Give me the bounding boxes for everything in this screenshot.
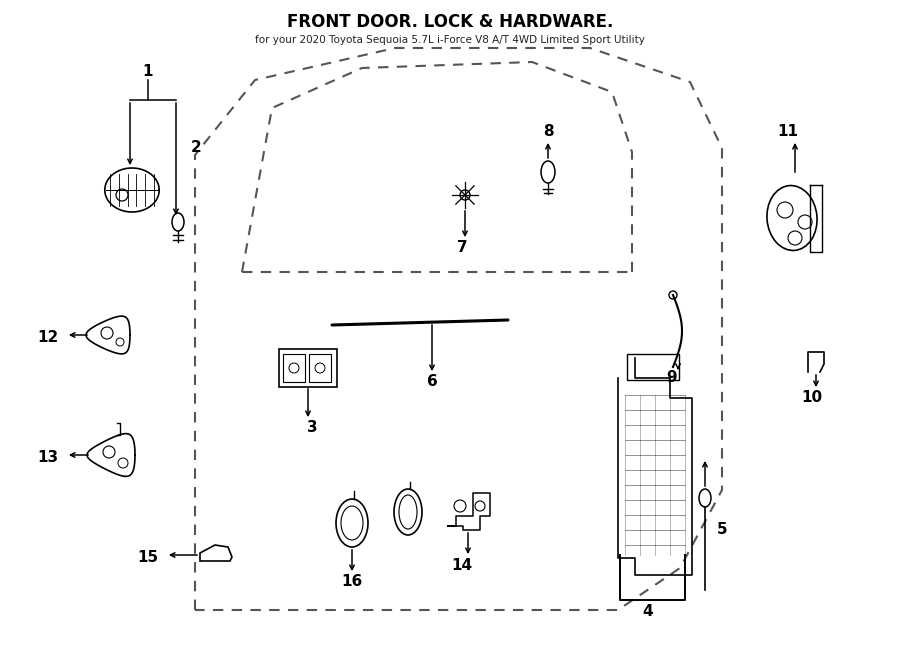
Text: 12: 12 — [38, 330, 58, 346]
Circle shape — [116, 189, 128, 201]
FancyBboxPatch shape — [279, 349, 337, 387]
Circle shape — [118, 458, 128, 468]
Circle shape — [315, 363, 325, 373]
Ellipse shape — [399, 495, 417, 529]
Text: 2: 2 — [191, 141, 202, 155]
Text: 8: 8 — [543, 124, 553, 139]
Text: 10: 10 — [801, 391, 823, 405]
Ellipse shape — [541, 161, 555, 183]
Text: 6: 6 — [427, 375, 437, 389]
Text: 13: 13 — [38, 451, 58, 465]
Text: 5: 5 — [716, 522, 727, 537]
FancyBboxPatch shape — [309, 354, 331, 382]
Ellipse shape — [172, 213, 184, 231]
Circle shape — [669, 291, 677, 299]
Text: 7: 7 — [456, 241, 467, 256]
Ellipse shape — [767, 186, 817, 251]
Text: for your 2020 Toyota Sequoia 5.7L i-Force V8 A/T 4WD Limited Sport Utility: for your 2020 Toyota Sequoia 5.7L i-Forc… — [255, 35, 645, 45]
Circle shape — [101, 327, 113, 339]
Text: 3: 3 — [307, 420, 318, 436]
Circle shape — [777, 202, 793, 218]
Ellipse shape — [394, 489, 422, 535]
Text: 11: 11 — [778, 124, 798, 139]
Circle shape — [289, 363, 299, 373]
Circle shape — [454, 500, 466, 512]
Ellipse shape — [699, 489, 711, 507]
Circle shape — [116, 338, 124, 346]
Circle shape — [460, 190, 470, 200]
Ellipse shape — [336, 499, 368, 547]
Circle shape — [788, 231, 802, 245]
Text: 14: 14 — [452, 557, 472, 572]
Text: 16: 16 — [341, 574, 363, 590]
Ellipse shape — [341, 506, 363, 540]
FancyBboxPatch shape — [627, 354, 679, 380]
Circle shape — [103, 446, 115, 458]
Circle shape — [798, 215, 812, 229]
Text: 1: 1 — [143, 65, 153, 79]
FancyBboxPatch shape — [283, 354, 305, 382]
Polygon shape — [200, 545, 232, 561]
Text: 15: 15 — [138, 551, 158, 566]
Text: 4: 4 — [643, 605, 653, 619]
Text: FRONT DOOR. LOCK & HARDWARE.: FRONT DOOR. LOCK & HARDWARE. — [287, 13, 613, 31]
Text: 9: 9 — [667, 371, 678, 385]
Circle shape — [475, 501, 485, 511]
